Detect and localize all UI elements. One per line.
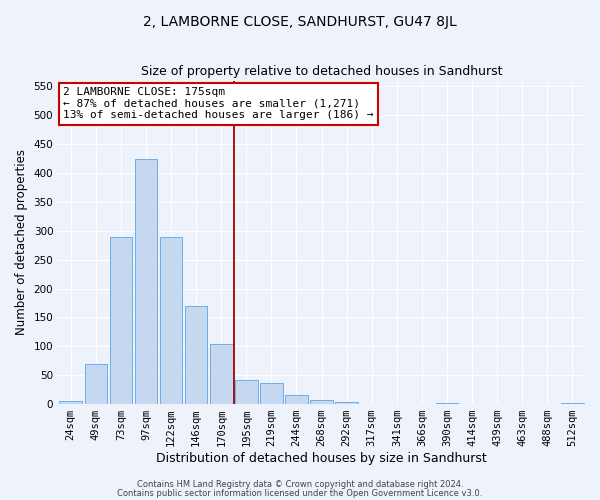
- Bar: [85, 364, 107, 404]
- Bar: [160, 236, 182, 404]
- Bar: [210, 344, 233, 404]
- Bar: [335, 402, 358, 404]
- Text: 2, LAMBORNE CLOSE, SANDHURST, GU47 8JL: 2, LAMBORNE CLOSE, SANDHURST, GU47 8JL: [143, 15, 457, 29]
- Bar: [260, 382, 283, 404]
- Title: Size of property relative to detached houses in Sandhurst: Size of property relative to detached ho…: [141, 65, 502, 78]
- Text: Contains public sector information licensed under the Open Government Licence v3: Contains public sector information licen…: [118, 488, 482, 498]
- X-axis label: Distribution of detached houses by size in Sandhurst: Distribution of detached houses by size …: [156, 452, 487, 465]
- Text: Contains HM Land Registry data © Crown copyright and database right 2024.: Contains HM Land Registry data © Crown c…: [137, 480, 463, 489]
- Bar: [110, 236, 132, 404]
- Text: 2 LAMBORNE CLOSE: 175sqm
← 87% of detached houses are smaller (1,271)
13% of sem: 2 LAMBORNE CLOSE: 175sqm ← 87% of detach…: [64, 87, 374, 120]
- Bar: [310, 400, 333, 404]
- Y-axis label: Number of detached properties: Number of detached properties: [15, 150, 28, 336]
- Bar: [185, 306, 208, 404]
- Bar: [285, 396, 308, 404]
- Bar: [436, 403, 458, 404]
- Bar: [59, 401, 82, 404]
- Bar: [134, 158, 157, 404]
- Bar: [235, 380, 257, 404]
- Bar: [561, 403, 584, 404]
